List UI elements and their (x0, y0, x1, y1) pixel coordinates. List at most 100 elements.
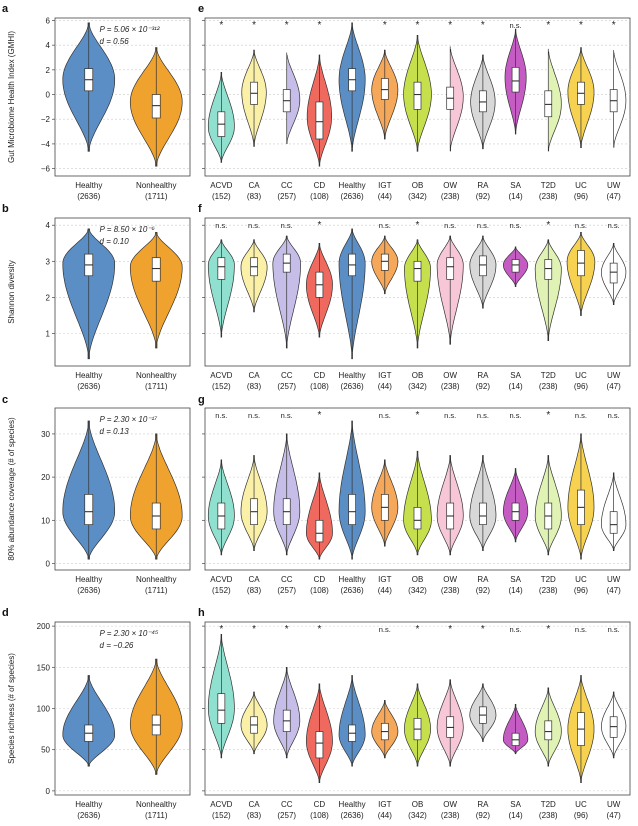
x-tick-count: (108) (310, 811, 329, 820)
x-tick-label: Nonhealthy (136, 575, 176, 584)
violin (548, 51, 562, 152)
x-tick-label: RA (477, 371, 489, 380)
x-tick-count: (342) (408, 192, 427, 201)
significance-label: n.s. (510, 411, 522, 420)
panel-letter: c (2, 394, 8, 406)
box (315, 731, 324, 759)
box (544, 90, 553, 118)
significance-label: * (546, 220, 550, 231)
x-tick-label: UC (575, 371, 587, 380)
x-tick-label: T2D (541, 800, 556, 809)
x-tick-label: CA (248, 181, 260, 190)
significance-label: n.s. (510, 21, 522, 30)
significance-label: * (252, 20, 256, 31)
x-tick-count: (108) (310, 586, 329, 595)
x-tick-label: CA (248, 575, 260, 584)
significance-label: * (546, 20, 550, 31)
effect-size-annotation: d = 0.13 (100, 427, 130, 436)
x-tick-label: CC (281, 800, 293, 809)
plot-frame (204, 17, 631, 177)
significance-label: * (416, 410, 420, 421)
significance-label: * (612, 20, 616, 31)
x-tick-label: SA (510, 800, 521, 809)
panel-letter: a (2, 3, 9, 15)
x-tick-count: (342) (408, 382, 427, 391)
x-tick-count: (83) (247, 586, 262, 595)
plot-frame (204, 217, 631, 367)
y-tick-label: −4 (41, 140, 51, 149)
significance-label: * (546, 410, 550, 421)
significance-label: * (219, 624, 223, 635)
x-tick-label: T2D (541, 575, 556, 584)
x-tick-count: (83) (247, 811, 262, 820)
significance-label: n.s. (575, 411, 587, 420)
x-tick-label: T2D (541, 371, 556, 380)
plot-frame (54, 17, 191, 177)
y-tick-label: 4 (46, 221, 51, 230)
panel-letter: h (198, 607, 205, 619)
x-tick-label: OB (412, 575, 424, 584)
y-axis-label: Gut Microbiome Health Index (GMHI) (7, 31, 16, 163)
x-tick-label: OW (443, 181, 457, 190)
x-tick-count: (342) (408, 586, 427, 595)
x-tick-label: Nonhealthy (136, 181, 176, 190)
y-tick-label: 20 (41, 473, 50, 482)
y-tick-label: 200 (37, 622, 51, 631)
x-tick-count: (96) (574, 811, 589, 820)
x-tick-count: (238) (539, 586, 558, 595)
x-tick-label: Healthy (339, 800, 366, 809)
significance-label: n.s. (608, 411, 620, 420)
significance-label: * (317, 20, 321, 31)
x-tick-count: (108) (310, 382, 329, 391)
y-axis-label: Shannon diversity (7, 260, 16, 324)
x-tick-label: CD (314, 371, 326, 380)
x-tick-label: ACVD (210, 371, 232, 380)
x-tick-count: (47) (607, 382, 622, 391)
significance-label: n.s. (379, 221, 391, 230)
box (217, 257, 226, 280)
x-tick-label: UW (607, 800, 621, 809)
x-tick-count: (83) (247, 382, 262, 391)
x-tick-count: (14) (508, 586, 523, 595)
x-tick-count: (44) (378, 811, 393, 820)
y-tick-label: −2 (41, 115, 51, 124)
x-tick-label: OW (443, 800, 457, 809)
significance-label: n.s. (444, 411, 456, 420)
box (151, 94, 161, 119)
x-tick-label: CD (314, 181, 326, 190)
box (380, 253, 389, 271)
x-tick-label: RA (477, 575, 489, 584)
x-tick-label: CD (314, 575, 326, 584)
significance-label: * (481, 624, 485, 635)
x-tick-count: (152) (212, 382, 231, 391)
significance-label: * (317, 220, 321, 231)
x-tick-count: (1711) (145, 811, 168, 820)
significance-label: * (219, 20, 223, 31)
x-tick-label: RA (477, 800, 489, 809)
x-tick-count: (14) (508, 192, 523, 201)
box (479, 255, 487, 277)
significance-label: n.s. (379, 411, 391, 420)
x-tick-count: (14) (508, 811, 523, 820)
x-tick-label: Nonhealthy (136, 371, 176, 380)
box (151, 257, 161, 282)
x-tick-label: ACVD (210, 575, 232, 584)
significance-label: * (416, 220, 420, 231)
x-tick-count: (92) (476, 586, 491, 595)
x-tick-label: Healthy (75, 371, 102, 380)
x-tick-count: (47) (607, 586, 622, 595)
x-tick-count: (2636) (341, 811, 364, 820)
significance-label: n.s. (608, 221, 620, 230)
x-tick-count: (47) (607, 192, 622, 201)
significance-label: * (252, 624, 256, 635)
x-tick-count: (92) (476, 382, 491, 391)
p-value-annotation: P = 5.06 × 10⁻³¹² (100, 25, 160, 34)
box (315, 519, 324, 543)
plot-frame (204, 407, 631, 571)
x-tick-label: OW (443, 371, 457, 380)
x-tick-label: OB (412, 181, 424, 190)
y-tick-label: 6 (46, 16, 51, 25)
significance-label: * (448, 624, 452, 635)
y-tick-label: −6 (41, 165, 51, 174)
x-tick-label: IGT (378, 371, 391, 380)
